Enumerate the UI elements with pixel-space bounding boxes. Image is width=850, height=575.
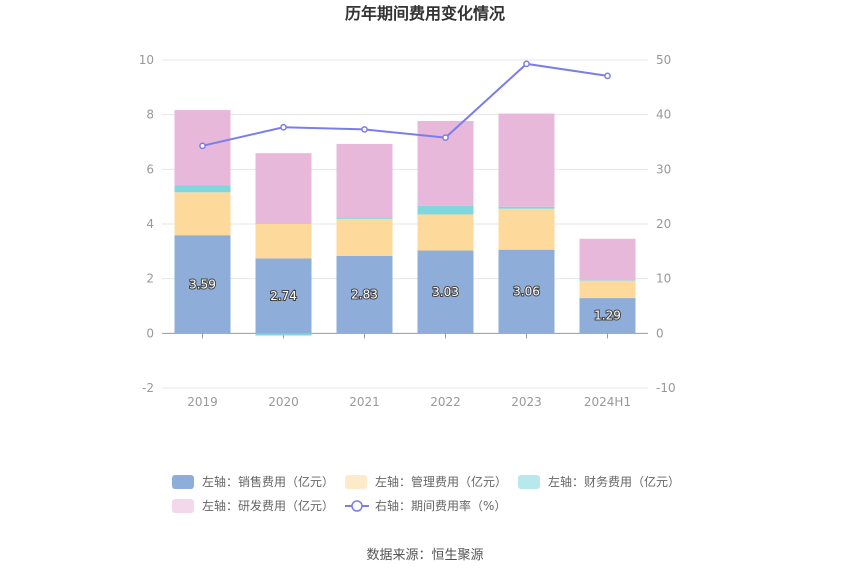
bar-segment xyxy=(174,192,231,236)
bar-segment xyxy=(498,113,555,207)
line-point xyxy=(604,72,611,80)
line-point xyxy=(523,60,530,68)
source-note: 数据来源：恒生聚源 xyxy=(366,548,483,563)
data-label: 3.03 xyxy=(432,285,459,299)
bar-segment xyxy=(498,249,555,334)
axes: -2 0 2 4 6 8 10 -10 0 10 20 30 40 50 2019 2020 2021 2022 2… xyxy=(139,53,676,409)
right-axis-tick: -10 xyxy=(656,381,676,395)
line-series xyxy=(199,60,611,150)
bar-segment xyxy=(417,205,474,215)
bar-segment xyxy=(255,333,312,336)
line-point xyxy=(361,126,368,133)
bar-segment xyxy=(174,235,231,334)
bar-segment xyxy=(417,120,474,206)
data-labels: 3.59 2.74 2.83 3.03 3.06 1.29 xyxy=(188,276,622,323)
data-label: 3.06 xyxy=(513,285,540,299)
bar-segment xyxy=(579,298,636,334)
right-axis-tick: 0 xyxy=(656,326,664,340)
x-axis-tick: 2020 xyxy=(268,395,299,409)
x-axis-tick: 2023 xyxy=(511,395,542,409)
legend-label: 左轴：销售费用（亿元） xyxy=(202,474,334,489)
left-axis-tick: 10 xyxy=(139,53,154,67)
left-axis-tick: 4 xyxy=(146,217,154,231)
line-point xyxy=(442,134,449,141)
bar-segment xyxy=(579,238,636,281)
bar-segment xyxy=(579,280,636,299)
data-label: 2.74 xyxy=(270,289,297,303)
bars xyxy=(174,110,636,336)
line-point xyxy=(280,123,287,131)
right-axis-tick: 50 xyxy=(656,53,671,67)
right-axis-tick: 40 xyxy=(656,108,671,122)
legend: 左轴：销售费用（亿元） 左轴：管理费用（亿元） 左轴：财务费用（亿元） 左轴：研发费用… xyxy=(172,474,680,513)
bar-segment xyxy=(336,218,393,256)
data-label: 2.83 xyxy=(351,288,378,302)
data-label: 3.59 xyxy=(189,277,216,291)
legend-label: 左轴：财务费用（亿元） xyxy=(548,474,680,489)
chart-title: 历年期间费用变化情况 xyxy=(345,4,505,23)
bar-segment xyxy=(255,258,312,334)
bar-segment xyxy=(417,214,474,251)
bar-segment xyxy=(417,250,474,334)
legend-swatch xyxy=(345,475,367,489)
legend-marker xyxy=(351,500,363,512)
x-axis-tick: 2022 xyxy=(430,395,461,409)
left-axis-tick: 8 xyxy=(146,108,154,122)
legend-label: 左轴：研发费用（亿元） xyxy=(202,498,334,513)
legend-label: 左轴：管理费用（亿元） xyxy=(375,474,507,489)
left-axis-tick: 2 xyxy=(146,272,154,286)
line-point xyxy=(199,142,206,150)
right-axis-tick: 20 xyxy=(656,217,671,231)
legend-swatch xyxy=(518,475,540,489)
grid xyxy=(162,59,648,389)
bar-segment xyxy=(579,280,636,281)
bar-segment xyxy=(336,217,393,219)
left-axis-tick: 0 xyxy=(146,326,154,340)
bar-segment xyxy=(498,208,555,250)
x-axis-tick: 2024H1 xyxy=(584,395,631,409)
legend-label: 右轴：期间费用率（%） xyxy=(375,498,506,513)
legend-swatch xyxy=(172,475,194,489)
left-axis-tick: -2 xyxy=(142,381,154,395)
bar-segment xyxy=(498,206,555,209)
legend-swatch xyxy=(172,499,194,513)
left-axis-tick: 6 xyxy=(146,162,154,176)
bar-segment xyxy=(174,185,231,193)
x-axis-tick: 2021 xyxy=(349,395,380,409)
x-axis-tick: 2019 xyxy=(187,395,218,409)
bar-segment xyxy=(255,153,312,224)
bar-segment xyxy=(255,224,312,259)
line-series-path xyxy=(202,62,608,147)
right-axis-tick: 10 xyxy=(656,272,671,286)
right-axis-tick: 30 xyxy=(656,162,671,176)
bar-segment xyxy=(336,255,393,334)
bar-segment xyxy=(336,143,393,218)
data-label: 1.29 xyxy=(594,309,621,323)
